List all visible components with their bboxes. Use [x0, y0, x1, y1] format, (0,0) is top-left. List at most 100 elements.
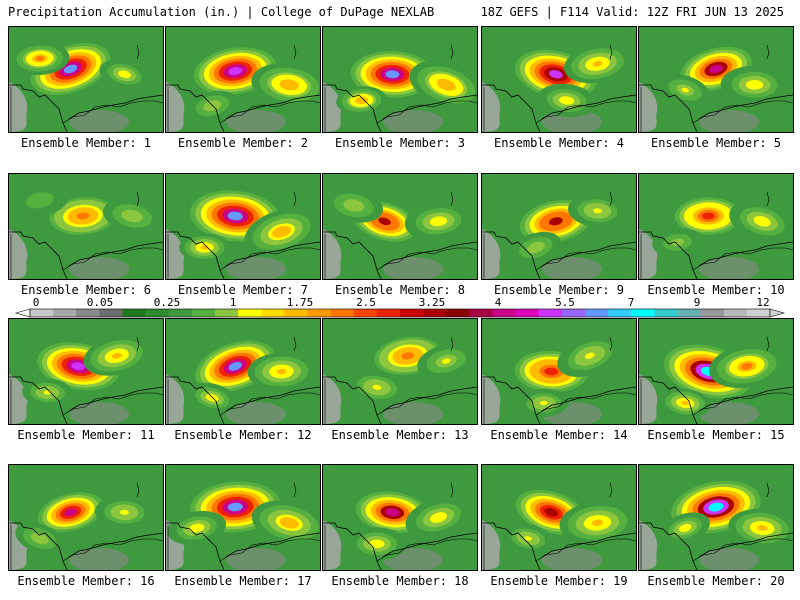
- border-line: [323, 84, 477, 132]
- precip-contour: [276, 368, 287, 375]
- border-line: [9, 231, 163, 279]
- precip-contour: [35, 197, 45, 203]
- ensemble-member-label: Ensemble Member: 14: [490, 428, 628, 442]
- ensemble-member-label: Ensemble Member: 15: [647, 428, 785, 442]
- precip-contour: [64, 508, 77, 517]
- precip-contour: [71, 362, 86, 371]
- ensemble-panel-14: [481, 318, 637, 425]
- precip-contour: [349, 202, 359, 209]
- precip-map-16: [9, 465, 163, 570]
- colorbar-tick-label: 0.25: [154, 296, 181, 309]
- precip-contour: [275, 228, 288, 236]
- dry-region: [639, 229, 658, 279]
- dry-region: [69, 548, 129, 570]
- dry-region: [639, 374, 658, 424]
- colorbar-segment: [723, 309, 748, 317]
- precip-contour: [549, 217, 563, 226]
- precip-contour: [283, 519, 295, 527]
- border-line: [766, 191, 770, 207]
- precip-contour: [749, 81, 760, 88]
- border-line: [293, 482, 297, 498]
- border-line: [609, 482, 613, 498]
- colorbar-segment: [446, 309, 470, 317]
- precip-contour: [584, 352, 595, 359]
- header: Precipitation Accumulation (in.) | Colle…: [0, 0, 800, 24]
- colorbar-segment: [376, 309, 401, 317]
- colorbar-segment: [400, 309, 424, 317]
- colorbar-segment: [122, 309, 146, 317]
- dry-region: [226, 402, 286, 424]
- precip-contour: [549, 70, 563, 79]
- dry-region: [323, 229, 342, 279]
- ensemble-member-label: Ensemble Member: 8: [334, 283, 466, 297]
- precip-contour: [35, 55, 45, 62]
- precip-map-3: [323, 27, 477, 132]
- precip-map-6: [9, 174, 163, 279]
- border-line: [450, 44, 454, 60]
- colorbar-segment: [30, 309, 54, 317]
- ensemble-member-label: Ensemble Member: 3: [334, 136, 466, 150]
- ensemble-panel-5: [638, 26, 794, 133]
- colorbar-segment: [145, 309, 170, 317]
- border-line: [9, 84, 163, 132]
- border-line: [293, 44, 297, 60]
- coastline: [324, 87, 477, 132]
- precip-map-10: [639, 174, 793, 279]
- precip-contour: [401, 352, 415, 360]
- precip-map-20: [639, 465, 793, 570]
- dry-region: [542, 110, 602, 132]
- border-line: [9, 522, 163, 570]
- border-line: [136, 44, 140, 60]
- colorbar-segment: [585, 309, 609, 317]
- dry-region: [542, 548, 602, 570]
- precip-contour: [681, 525, 689, 531]
- border-line: [482, 231, 636, 279]
- precip-map-9: [482, 174, 636, 279]
- precip-contour: [192, 525, 202, 531]
- ensemble-panel-15: [638, 318, 794, 425]
- precip-map-7: [166, 174, 320, 279]
- border-line: [136, 482, 140, 498]
- colorbar-segment: [191, 309, 216, 317]
- border-line: [639, 376, 793, 424]
- precip-contour: [544, 508, 559, 517]
- precip-contour: [433, 514, 444, 521]
- dry-region: [699, 257, 759, 279]
- precip-contour: [592, 60, 603, 67]
- coastline: [324, 379, 477, 424]
- colorbar-tick-label: 3.25: [419, 296, 446, 309]
- dry-region: [166, 374, 185, 424]
- precip-map-14: [482, 319, 636, 424]
- precip-contour: [63, 64, 78, 74]
- precip-map-11: [9, 319, 163, 424]
- colorbar-segment: [307, 309, 331, 317]
- colorbar-segment: [677, 309, 701, 317]
- colorbar-segment: [469, 309, 493, 317]
- precip-contour: [593, 208, 602, 214]
- coastline: [640, 379, 793, 424]
- border-line: [166, 522, 320, 570]
- border-line: [9, 376, 163, 424]
- dry-region: [699, 402, 759, 424]
- precip-contour: [562, 97, 572, 104]
- precip-contour: [673, 240, 682, 245]
- colorbar-segment: [261, 309, 285, 317]
- coastline: [324, 234, 477, 279]
- colorbar-segment: [746, 309, 771, 317]
- precip-contour: [227, 211, 243, 221]
- precip-contour: [757, 525, 768, 531]
- colorbar-segment: [353, 309, 378, 317]
- dry-region: [9, 374, 28, 424]
- coastline: [10, 234, 163, 279]
- precip-map-17: [166, 465, 320, 570]
- colorbar-arrow-right: [769, 308, 786, 318]
- border-line: [766, 336, 770, 352]
- colorbar-tick-label: 1: [230, 296, 237, 309]
- precip-contour: [441, 358, 451, 364]
- colorbar-segment: [608, 309, 632, 317]
- border-line: [482, 376, 636, 424]
- colorbar-segment: [515, 309, 540, 317]
- border-line: [482, 522, 636, 570]
- dry-region: [482, 374, 501, 424]
- precip-contour: [227, 502, 243, 512]
